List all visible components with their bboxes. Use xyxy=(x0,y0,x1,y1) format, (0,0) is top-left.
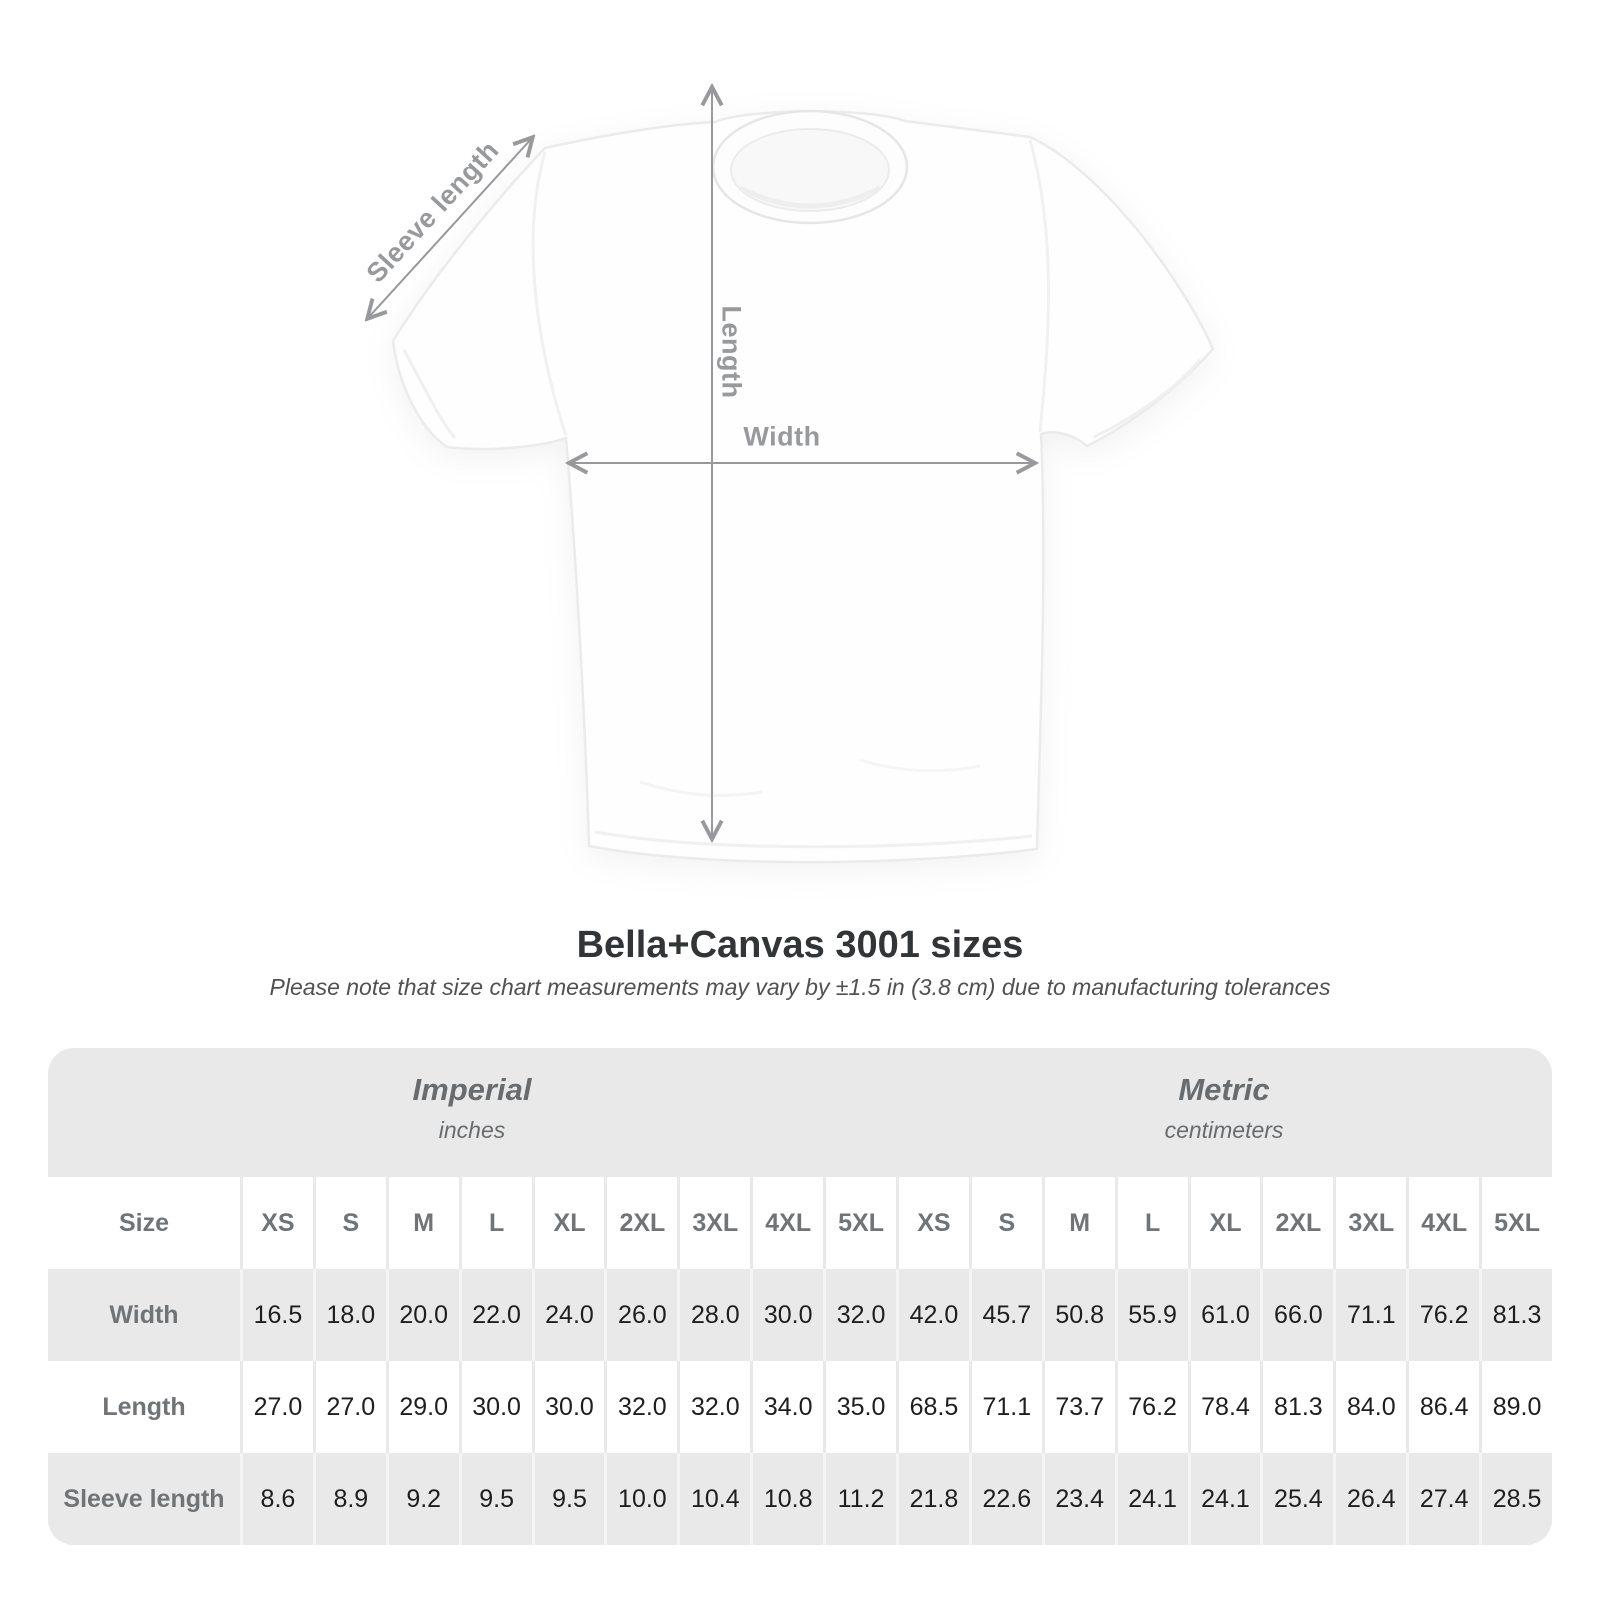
page-title: Bella+Canvas 3001 sizes xyxy=(576,924,1024,966)
value-cell: 61.0 xyxy=(1187,1269,1261,1361)
measurement-arrows xyxy=(368,88,1034,838)
size-col-header: M xyxy=(385,1177,459,1269)
value-cell: 27.4 xyxy=(1406,1453,1479,1545)
metric-section-header: Metric centimeters xyxy=(896,1048,1552,1177)
value-cell: 10.8 xyxy=(750,1453,823,1545)
value-cell: 45.7 xyxy=(968,1269,1042,1361)
metric-section-title: Metric xyxy=(1178,1072,1270,1107)
value-cell: 18.0 xyxy=(312,1269,386,1361)
row-label: Length xyxy=(102,1392,186,1421)
value-cell: 28.5 xyxy=(1479,1453,1552,1545)
value-cell: 24.1 xyxy=(1187,1453,1261,1545)
value-cell: 27.0 xyxy=(240,1361,313,1453)
value-cell: 8.9 xyxy=(312,1453,386,1545)
value-cell: 22.0 xyxy=(458,1269,532,1361)
width-label: Width xyxy=(743,421,821,452)
value-cell: 8.6 xyxy=(240,1453,313,1545)
value-cell: 26.4 xyxy=(1333,1453,1406,1545)
value-cell: 9.5 xyxy=(458,1453,532,1545)
value-cell: 21.8 xyxy=(895,1453,969,1545)
value-cell: 24.1 xyxy=(1114,1453,1188,1545)
value-cell: 27.0 xyxy=(312,1361,386,1453)
value-cell: 9.2 xyxy=(385,1453,459,1545)
tolerance-note: Please note that size chart measurements… xyxy=(269,974,1331,1000)
size-col-header: M xyxy=(1041,1177,1115,1269)
sleeve-length-row: Sleeve length 8.6 8.9 9.2 9.5 9.5 10.0 1… xyxy=(48,1453,1552,1545)
size-col-header: XS xyxy=(240,1177,313,1269)
imperial-section-title: Imperial xyxy=(412,1072,532,1107)
imperial-section-header: Imperial inches xyxy=(48,1048,896,1177)
size-col-header: XS xyxy=(895,1177,969,1269)
value-cell: 84.0 xyxy=(1333,1361,1406,1453)
length-label: Length xyxy=(716,305,747,399)
value-cell: 29.0 xyxy=(385,1361,459,1453)
size-col-header: XL xyxy=(531,1177,605,1269)
value-cell: 24.0 xyxy=(531,1269,605,1361)
value-cell: 81.3 xyxy=(1479,1269,1552,1361)
value-cell: 32.0 xyxy=(823,1269,896,1361)
value-cell: 34.0 xyxy=(750,1361,823,1453)
value-cell: 86.4 xyxy=(1406,1361,1479,1453)
size-col-header: S xyxy=(968,1177,1042,1269)
value-cell: 10.0 xyxy=(604,1453,677,1545)
size-col-header: S xyxy=(312,1177,386,1269)
value-cell: 89.0 xyxy=(1479,1361,1552,1453)
size-col-header: 2XL xyxy=(1260,1177,1333,1269)
value-cell: 50.8 xyxy=(1041,1269,1115,1361)
size-col-header: 3XL xyxy=(1333,1177,1406,1269)
value-cell: 35.0 xyxy=(823,1361,896,1453)
tshirt-shape xyxy=(391,109,1215,864)
value-cell: 78.4 xyxy=(1187,1361,1261,1453)
value-cell: 55.9 xyxy=(1114,1269,1188,1361)
size-col-header: L xyxy=(458,1177,532,1269)
row-label: Width xyxy=(109,1300,179,1329)
size-col-header: XL xyxy=(1187,1177,1261,1269)
value-cell: 26.0 xyxy=(604,1269,677,1361)
size-chart-table: Imperial inches Metric centimeters Size … xyxy=(48,1048,1552,1545)
value-cell: 28.0 xyxy=(677,1269,750,1361)
value-cell: 32.0 xyxy=(677,1361,750,1453)
tshirt-measurement-diagram: Sleeve length Length Width xyxy=(0,0,1215,864)
value-cell: 22.6 xyxy=(968,1453,1042,1545)
tshirt-illustration xyxy=(0,0,1215,864)
value-cell: 25.4 xyxy=(1260,1453,1333,1545)
value-cell: 68.5 xyxy=(895,1361,969,1453)
row-label: Sleeve length xyxy=(63,1484,225,1513)
value-cell: 32.0 xyxy=(604,1361,677,1453)
size-col-header: 2XL xyxy=(604,1177,677,1269)
size-col-header: 5XL xyxy=(823,1177,896,1269)
value-cell: 16.5 xyxy=(240,1269,313,1361)
value-cell: 76.2 xyxy=(1406,1269,1479,1361)
value-cell: 76.2 xyxy=(1114,1361,1188,1453)
value-cell: 73.7 xyxy=(1041,1361,1115,1453)
sleeve-length-arrow xyxy=(368,138,532,318)
value-cell: 10.4 xyxy=(677,1453,750,1545)
value-cell: 23.4 xyxy=(1041,1453,1115,1545)
unit-section-band: Imperial inches Metric centimeters xyxy=(48,1048,1552,1177)
imperial-section-unit: inches xyxy=(438,1117,506,1143)
corner-size-label: Size xyxy=(118,1208,170,1237)
value-cell: 9.5 xyxy=(531,1453,605,1545)
value-cell: 30.0 xyxy=(750,1269,823,1361)
size-col-header: 5XL xyxy=(1479,1177,1552,1269)
size-col-header: 3XL xyxy=(677,1177,750,1269)
value-cell: 66.0 xyxy=(1260,1269,1333,1361)
length-row: Length 27.0 27.0 29.0 30.0 30.0 32.0 32.… xyxy=(48,1361,1552,1453)
size-col-header: L xyxy=(1114,1177,1188,1269)
metric-section-unit: centimeters xyxy=(1164,1117,1284,1143)
size-col-header: 4XL xyxy=(750,1177,823,1269)
value-cell: 81.3 xyxy=(1260,1361,1333,1453)
value-cell: 30.0 xyxy=(458,1361,532,1453)
value-cell: 71.1 xyxy=(968,1361,1042,1453)
value-cell: 30.0 xyxy=(531,1361,605,1453)
size-col-header: 4XL xyxy=(1406,1177,1479,1269)
size-header-row: Size XS S M L XL 2XL 3XL 4XL 5XL XS S M … xyxy=(48,1177,1552,1269)
value-cell: 42.0 xyxy=(895,1269,969,1361)
value-cell: 11.2 xyxy=(823,1453,896,1545)
value-cell: 71.1 xyxy=(1333,1269,1406,1361)
value-cell: 20.0 xyxy=(385,1269,459,1361)
width-row: Width 16.5 18.0 20.0 22.0 24.0 26.0 28.0… xyxy=(48,1269,1552,1361)
